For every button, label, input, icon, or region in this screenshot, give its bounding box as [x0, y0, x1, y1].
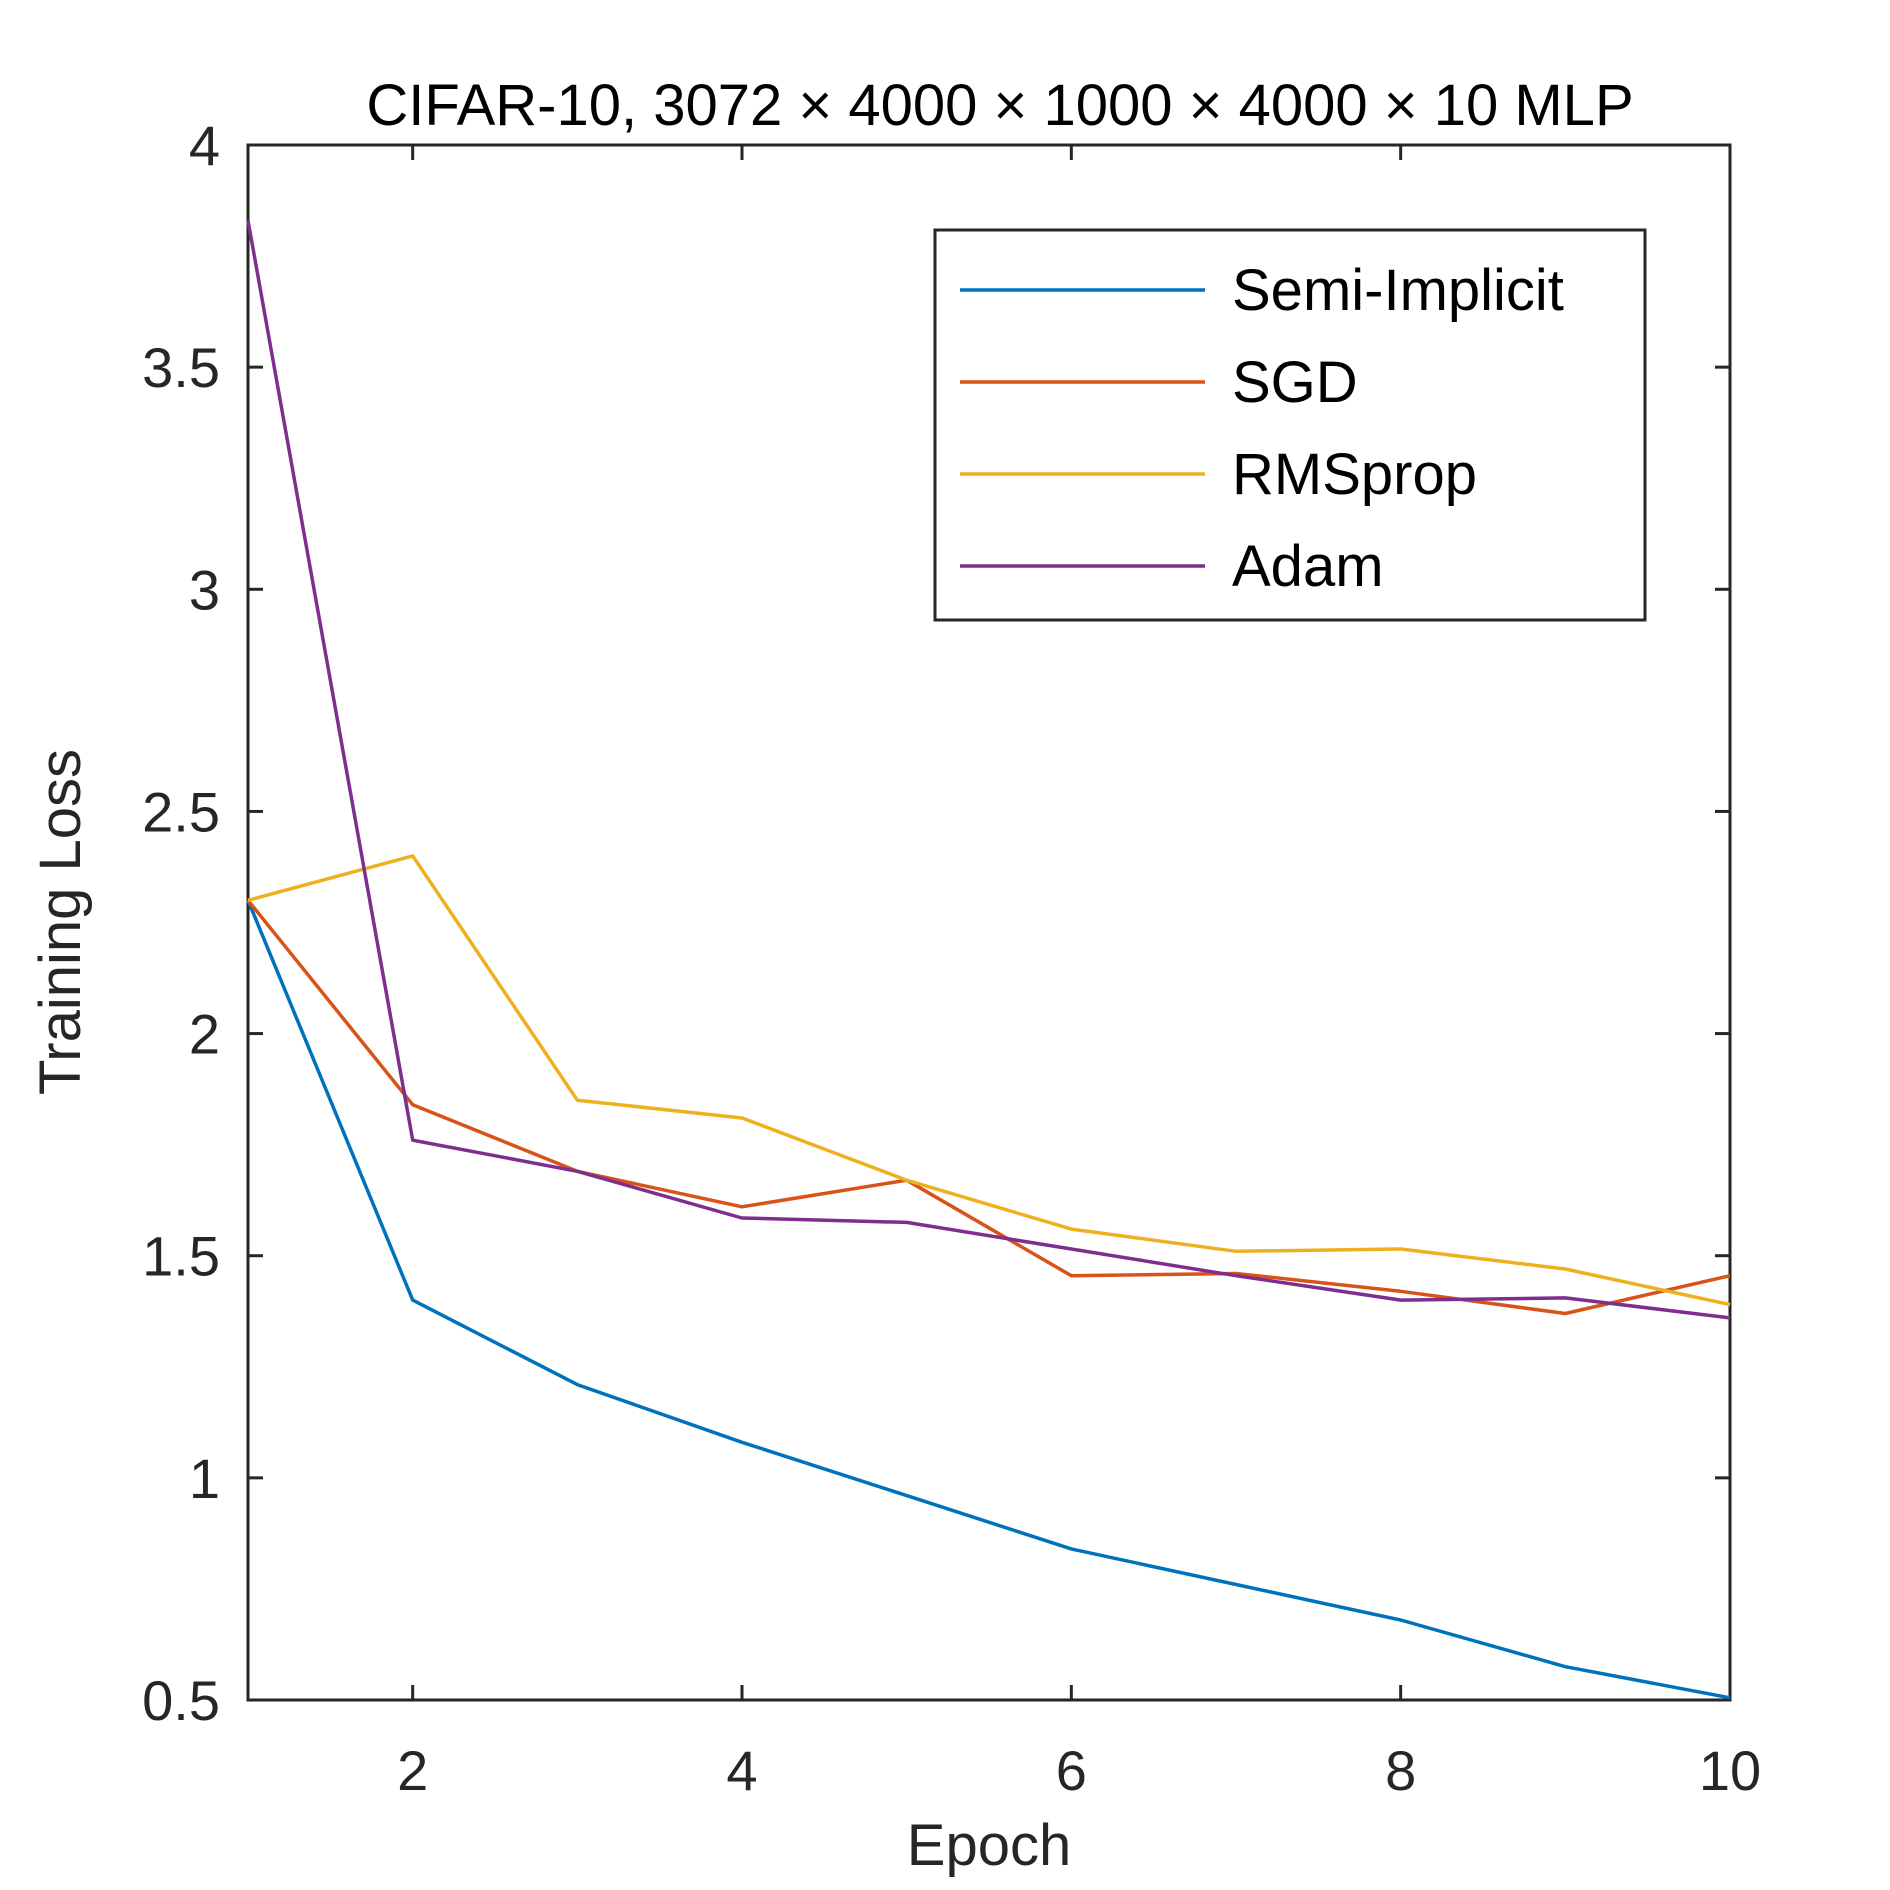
- legend-label-semi-implicit: Semi-Implicit: [1232, 258, 1564, 323]
- x-axis-label: Epoch: [907, 1813, 1071, 1878]
- y-tick-label: 1: [189, 1447, 220, 1510]
- series-line-adam: [246, 220, 1731, 1320]
- series-lines: [246, 220, 1731, 1700]
- axis-ticks: 2 4 6 8 10 0.5 1 1.5 2 2.5 3 3.5 4: [142, 114, 1761, 1802]
- x-tick-label: 8: [1385, 1739, 1416, 1802]
- legend-items: Semi-Implicit SGD RMSprop Adam: [960, 258, 1564, 599]
- legend-box: [933, 228, 1647, 622]
- legend: Semi-Implicit SGD RMSprop Adam: [933, 228, 1647, 622]
- chart-title: CIFAR-10, 3072 × 4000 × 1000 × 4000 × 10…: [366, 73, 1633, 138]
- series-line-semi-implicit: [246, 899, 1731, 1700]
- legend-label-adam: Adam: [1232, 534, 1384, 599]
- series-line-rmsprop: [247, 854, 1731, 1307]
- y-tick-label: 1.5: [142, 1225, 220, 1288]
- y-tick-label: 3.5: [142, 336, 220, 399]
- y-tick-label: 2: [189, 1003, 220, 1066]
- y-tick-label: 2.5: [142, 780, 220, 843]
- x-tick-label: 6: [1056, 1739, 1087, 1802]
- legend-label-rmsprop: RMSprop: [1232, 442, 1477, 507]
- series-line-sgd: [246, 899, 1731, 1316]
- x-tick-label: 2: [397, 1739, 428, 1802]
- y-tick-label: 3: [189, 558, 220, 621]
- legend-label-sgd: SGD: [1232, 350, 1358, 415]
- x-tick-label: 4: [726, 1739, 757, 1802]
- y-tick-label: 0.5: [142, 1669, 220, 1732]
- y-axis-label: Training Loss: [28, 749, 93, 1095]
- x-tick-label: 10: [1699, 1739, 1761, 1802]
- y-tick-label: 4: [189, 114, 220, 177]
